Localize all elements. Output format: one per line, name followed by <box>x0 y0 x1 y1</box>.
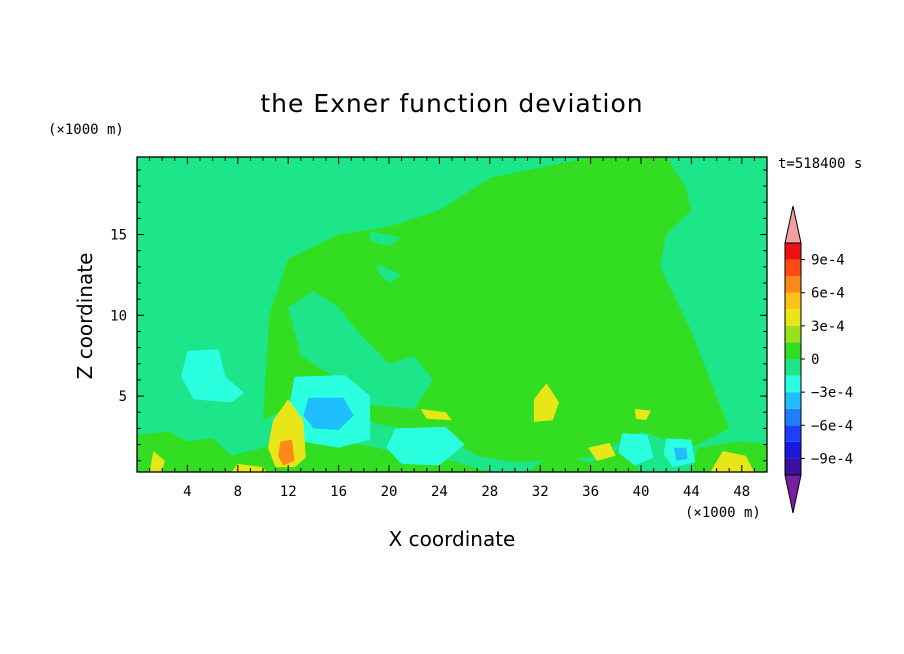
colorbar-band <box>785 359 801 376</box>
chart-title: the Exner function deviation <box>260 89 643 118</box>
colorbar: 9e-4 6e-4 3e-4 0 −3e-4 −6e-4 −9e-4 <box>784 205 853 514</box>
colorbar-band <box>785 441 801 459</box>
contour-region-11 <box>618 433 654 466</box>
y-tick-label: 10 <box>110 308 127 324</box>
contour-region-6 <box>376 263 402 283</box>
x-tick-label: 20 <box>381 484 398 500</box>
contour-region-16 <box>149 451 165 472</box>
colorbar-band <box>785 392 801 409</box>
x-tick-label: 4 <box>183 484 191 500</box>
x-tick-label: 44 <box>683 484 700 500</box>
time-label: t=518400 s <box>778 156 862 172</box>
colorbar-band <box>785 325 801 343</box>
y-tick-label: 5 <box>119 389 127 405</box>
colorbar-tick-label: −9e-4 <box>811 451 853 467</box>
colorbar-band <box>785 458 801 475</box>
contour-region-18 <box>533 383 560 422</box>
x-tick-label: 32 <box>532 484 549 500</box>
x-tick-label: 40 <box>633 484 650 500</box>
contour-region-10 <box>386 426 465 466</box>
colorbar-band <box>785 375 801 393</box>
x-tick-label: 48 <box>733 484 750 500</box>
colorbar-tick-label: 6e-4 <box>811 286 845 302</box>
x-tick-label: 8 <box>234 484 242 500</box>
contour-region-17 <box>231 463 267 472</box>
y-tick-label: 15 <box>110 228 127 244</box>
x-tick-label: 12 <box>280 484 297 500</box>
colorbar-tick-label: −6e-4 <box>811 418 853 434</box>
contour-region-19 <box>710 451 755 472</box>
contour-region-20 <box>420 409 452 421</box>
colorbar-tick-label: 3e-4 <box>811 319 845 335</box>
contour-region-14 <box>268 399 306 468</box>
x-axis-label: X coordinate <box>389 527 516 551</box>
y-unit-label: (×1000 m) <box>48 122 124 138</box>
contour-region-5 <box>370 231 402 246</box>
colorbar-tick-label: 9e-4 <box>811 253 845 269</box>
colorbar-arrow-bottom <box>784 474 802 514</box>
contour-region-9 <box>303 397 354 430</box>
colorbar-band <box>785 292 801 310</box>
contour-region-4 <box>288 291 434 409</box>
x-tick-label: 28 <box>481 484 498 500</box>
colorbar-arrow-top <box>784 205 802 244</box>
contour-region-22 <box>634 409 652 421</box>
x-tick-label: 24 <box>431 484 448 500</box>
contour-region-21 <box>588 442 616 461</box>
x-tick-label: 36 <box>582 484 599 500</box>
colorbar-band <box>785 243 801 260</box>
colorbar-tick-label: −3e-4 <box>811 385 853 401</box>
colorbar-band <box>785 425 801 442</box>
colorbar-band <box>785 259 801 277</box>
colorbar-band <box>785 276 801 293</box>
contour-region-7 <box>181 349 245 403</box>
x-tick-label: 16 <box>330 484 347 500</box>
colorbar-tick-label: 0 <box>811 352 819 368</box>
contour-region-15 <box>278 439 295 466</box>
x-unit-label: (×1000 m) <box>685 505 761 521</box>
colorbar-band <box>785 309 801 326</box>
contour-plot <box>137 157 767 472</box>
y-axis-label: Z coordinate <box>73 253 97 380</box>
colorbar-band <box>785 408 801 426</box>
colorbar-band <box>785 342 801 359</box>
contour-region-13 <box>673 447 688 461</box>
